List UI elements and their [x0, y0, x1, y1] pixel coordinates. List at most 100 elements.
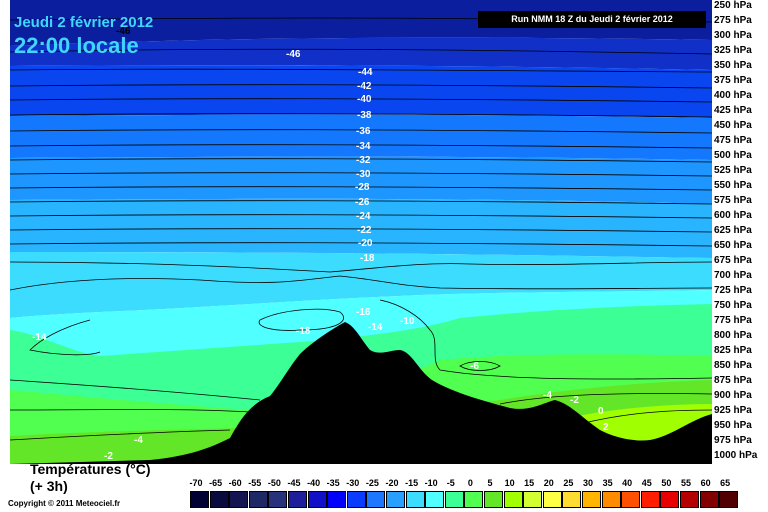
legend-tick-label: -55: [248, 478, 262, 488]
isotherm-line: [9, 48, 713, 55]
isotherm-line: [9, 409, 251, 413]
isotherm-label: -46: [286, 49, 301, 60]
legend-swatch: [248, 491, 268, 508]
pressure-level: 925 hPa: [714, 405, 752, 416]
isotherm-label: -36: [356, 126, 371, 137]
legend-swatch: [464, 491, 484, 508]
legend-swatch: [386, 491, 405, 508]
legend-swatch: [719, 491, 739, 508]
band-minus46: [10, 37, 712, 70]
legend-tick-label: -40: [307, 478, 321, 488]
isotherm-lines: [9, 17, 713, 441]
legend-tick-label: -50: [267, 478, 281, 488]
isotherm-line: [9, 84, 713, 89]
pressure-level: 375 hPa: [714, 75, 752, 86]
cross-section-plot: -46 -46 -44 -42 -40 -38 -36 -34 -32 -30 …: [9, 0, 713, 464]
isotherm-label: 0: [598, 406, 604, 417]
legend-tick-label: 5: [487, 478, 493, 488]
pressure-level: 850 hPa: [714, 360, 752, 371]
legend-tick-label: 45: [641, 478, 652, 488]
legend-tick-label: 55: [680, 478, 691, 488]
isotherm-line: [9, 275, 713, 291]
legend-swatch: [425, 491, 445, 508]
isotherm-line: [9, 158, 713, 163]
legend-swatch: [660, 491, 680, 508]
isotherm-line: [9, 214, 713, 219]
isotherm-label: -18: [360, 253, 375, 264]
isotherm-line: [379, 299, 713, 380]
forecast-step: (+ 3h): [30, 478, 68, 494]
legend-tick-label: 50: [661, 478, 672, 488]
isotherm-line: [9, 144, 713, 149]
isotherm-label: -22: [357, 225, 372, 236]
legend-tick-label: 30: [582, 478, 593, 488]
pressure-level: 750 hPa: [714, 300, 752, 311]
isotherm-label: -4: [543, 390, 552, 401]
legend-tick-label: -25: [365, 478, 379, 488]
terrain-profile: [10, 322, 712, 464]
legend-tick-label: -15: [405, 478, 419, 488]
band-minus40: [10, 65, 712, 118]
isotherm-line: [459, 361, 501, 371]
isotherm-label: -26: [355, 197, 370, 208]
legend-swatch: [209, 491, 229, 508]
isotherm-line: [9, 429, 231, 441]
legend-swatch: [346, 491, 366, 508]
legend-tick-label: 65: [720, 478, 731, 488]
pressure-level: 725 hPa: [714, 285, 752, 296]
forecast-time: 22:00 locale: [14, 33, 139, 58]
pressure-level: 675 hPa: [714, 255, 752, 266]
isotherm-label: -46: [116, 26, 131, 37]
legend-swatch: [680, 491, 699, 508]
isotherm-label: -28: [355, 182, 370, 193]
isotherm-label: -16: [356, 307, 371, 318]
pressure-level: 425 hPa: [714, 105, 752, 116]
isotherm-line: [9, 68, 713, 73]
pressure-axis: 250 hPa 275 hPa 300 hPa 325 hPa 350 hPa …: [712, 0, 768, 464]
legend-swatch: [523, 491, 543, 508]
legend-swatch: [503, 491, 523, 508]
legend-tick-label: -30: [346, 478, 360, 488]
pressure-level: 300 hPa: [714, 30, 752, 41]
legend-swatch: [699, 491, 719, 508]
legend-tick-label: -70: [189, 478, 203, 488]
legend-swatch: [229, 491, 249, 508]
legend-swatch: [621, 491, 641, 508]
isotherm-line: [9, 242, 713, 247]
pressure-level: 700 hPa: [714, 270, 752, 281]
pressure-level: 825 hPa: [714, 345, 752, 356]
legend-tick-label: -5: [446, 478, 455, 488]
legend-swatch: [582, 491, 601, 508]
isotherm-label: -14: [368, 322, 383, 333]
pressure-level: 950 hPa: [714, 420, 752, 431]
legend-tick-label: 25: [563, 478, 574, 488]
pressure-level: 525 hPa: [714, 165, 752, 176]
pressure-level: 975 hPa: [714, 435, 752, 446]
isotherm-line: [499, 393, 713, 405]
isotherm-line: [9, 200, 713, 205]
legend-tick-label: 40: [622, 478, 633, 488]
isotherm-line: [9, 228, 713, 233]
legend-tick-label: -60: [228, 478, 242, 488]
legend-tick-label: 10: [504, 478, 515, 488]
pressure-level: 350 hPa: [714, 60, 752, 71]
isotherm-label: -44: [358, 67, 373, 78]
forecast-date: Jeudi 2 février 2012: [14, 14, 154, 31]
legend-swatch: [542, 491, 562, 508]
legend-tick-label: 15: [524, 478, 535, 488]
legend-title: Températures (°C): [30, 461, 151, 477]
isotherm-line: [9, 186, 713, 191]
legend-swatch: [484, 491, 503, 508]
legend-tick-label: 35: [602, 478, 613, 488]
legend-swatch: [190, 491, 209, 508]
pressure-level: 1000 hPa: [714, 450, 758, 461]
legend-swatch: [307, 491, 327, 508]
isotherm-label: -38: [357, 110, 372, 121]
isotherm-label: -4: [134, 435, 143, 446]
isotherm-labels: -46 -46 -44 -42 -40 -38 -36 -34 -32 -30 …: [32, 26, 609, 462]
legend-swatch: [640, 491, 660, 508]
legend-tick-label: -35: [326, 478, 340, 488]
legend-tick-label: -10: [424, 478, 438, 488]
isotherm-label: -14: [32, 332, 47, 343]
isotherm-label: -40: [357, 94, 372, 105]
